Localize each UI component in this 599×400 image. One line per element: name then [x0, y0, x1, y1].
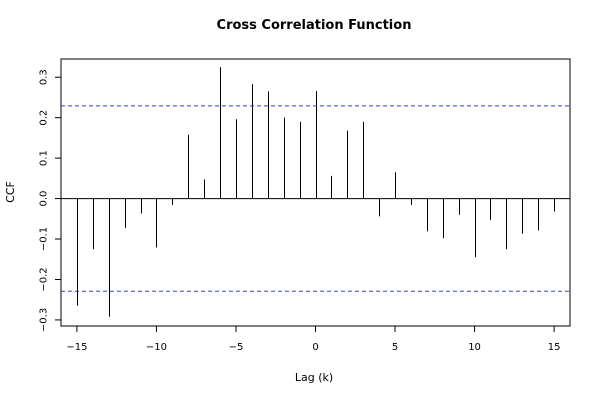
y-tick-label: 0.0 [39, 191, 50, 207]
y-tick-label: −0.3 [39, 308, 50, 332]
x-tick-label: −5 [229, 342, 244, 353]
x-tick-label: 0 [312, 342, 318, 353]
y-tick-label: −0.2 [39, 267, 50, 291]
x-axis-label: Lag (k) [295, 371, 333, 384]
x-tick-label: −10 [146, 342, 167, 353]
y-tick-label: −0.1 [39, 227, 50, 251]
y-axis: −0.3 −0.2 −0.1 0.0 0.1 0.2 0.3 [39, 69, 61, 332]
x-tick-label: −15 [66, 342, 87, 353]
y-tick-label: 0.2 [39, 110, 50, 126]
x-tick-label: 5 [392, 342, 398, 353]
plot-frame [60, 58, 571, 327]
x-tick-label: 15 [548, 342, 561, 353]
x-axis: −15 −10 −5 0 5 10 15 [66, 326, 560, 353]
y-tick-label: 0.3 [39, 69, 50, 85]
x-tick-label: 10 [468, 342, 481, 353]
y-tick-label: 0.1 [39, 150, 50, 166]
confidence-bands [61, 105, 570, 292]
y-axis-label: CCF [4, 181, 17, 203]
chart-title: Cross Correlation Function [217, 18, 412, 33]
bars-group [77, 67, 555, 317]
